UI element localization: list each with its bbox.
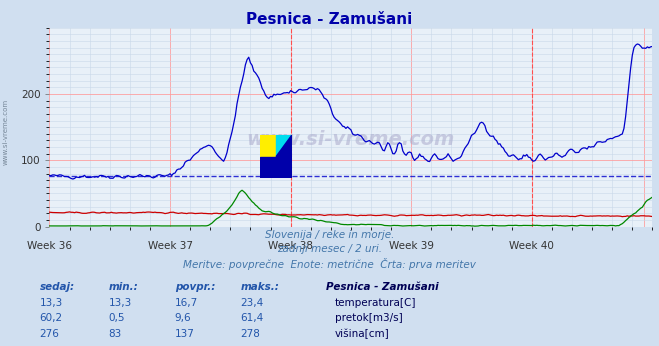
- Text: Week 40: Week 40: [509, 241, 554, 251]
- Text: višina[cm]: višina[cm]: [335, 329, 389, 339]
- Text: sedaj:: sedaj:: [40, 282, 74, 292]
- Bar: [260, 135, 276, 156]
- Polygon shape: [276, 135, 292, 156]
- Text: 23,4: 23,4: [241, 298, 264, 308]
- Text: Slovenija / reke in morje.: Slovenija / reke in morje.: [265, 230, 394, 240]
- Text: povpr.:: povpr.:: [175, 282, 215, 292]
- Text: temperatura[C]: temperatura[C]: [335, 298, 416, 308]
- Text: Week 36: Week 36: [27, 241, 72, 251]
- Text: pretok[m3/s]: pretok[m3/s]: [335, 313, 403, 323]
- Text: Pesnica - Zamušani: Pesnica - Zamušani: [246, 12, 413, 27]
- Text: Week 38: Week 38: [268, 241, 313, 251]
- Text: 16,7: 16,7: [175, 298, 198, 308]
- Bar: [276, 135, 292, 156]
- Text: 278: 278: [241, 329, 260, 339]
- Text: www.si-vreme.com: www.si-vreme.com: [246, 130, 455, 148]
- Text: Meritve: povprečne  Enote: metrične  Črta: prva meritev: Meritve: povprečne Enote: metrične Črta:…: [183, 258, 476, 270]
- Text: 13,3: 13,3: [109, 298, 132, 308]
- Text: zadnji mesec / 2 uri.: zadnji mesec / 2 uri.: [277, 244, 382, 254]
- Text: min.:: min.:: [109, 282, 138, 292]
- Text: www.si-vreme.com: www.si-vreme.com: [2, 98, 9, 165]
- Text: 61,4: 61,4: [241, 313, 264, 323]
- Text: 9,6: 9,6: [175, 313, 191, 323]
- Text: 276: 276: [40, 329, 59, 339]
- Text: 13,3: 13,3: [40, 298, 63, 308]
- Text: 0,5: 0,5: [109, 313, 125, 323]
- Text: Week 37: Week 37: [148, 241, 192, 251]
- Text: Week 39: Week 39: [389, 241, 434, 251]
- Text: Pesnica - Zamušani: Pesnica - Zamušani: [326, 282, 439, 292]
- Text: 60,2: 60,2: [40, 313, 63, 323]
- Text: 137: 137: [175, 329, 194, 339]
- Text: maks.:: maks.:: [241, 282, 279, 292]
- Text: 83: 83: [109, 329, 122, 339]
- Bar: [260, 156, 292, 178]
